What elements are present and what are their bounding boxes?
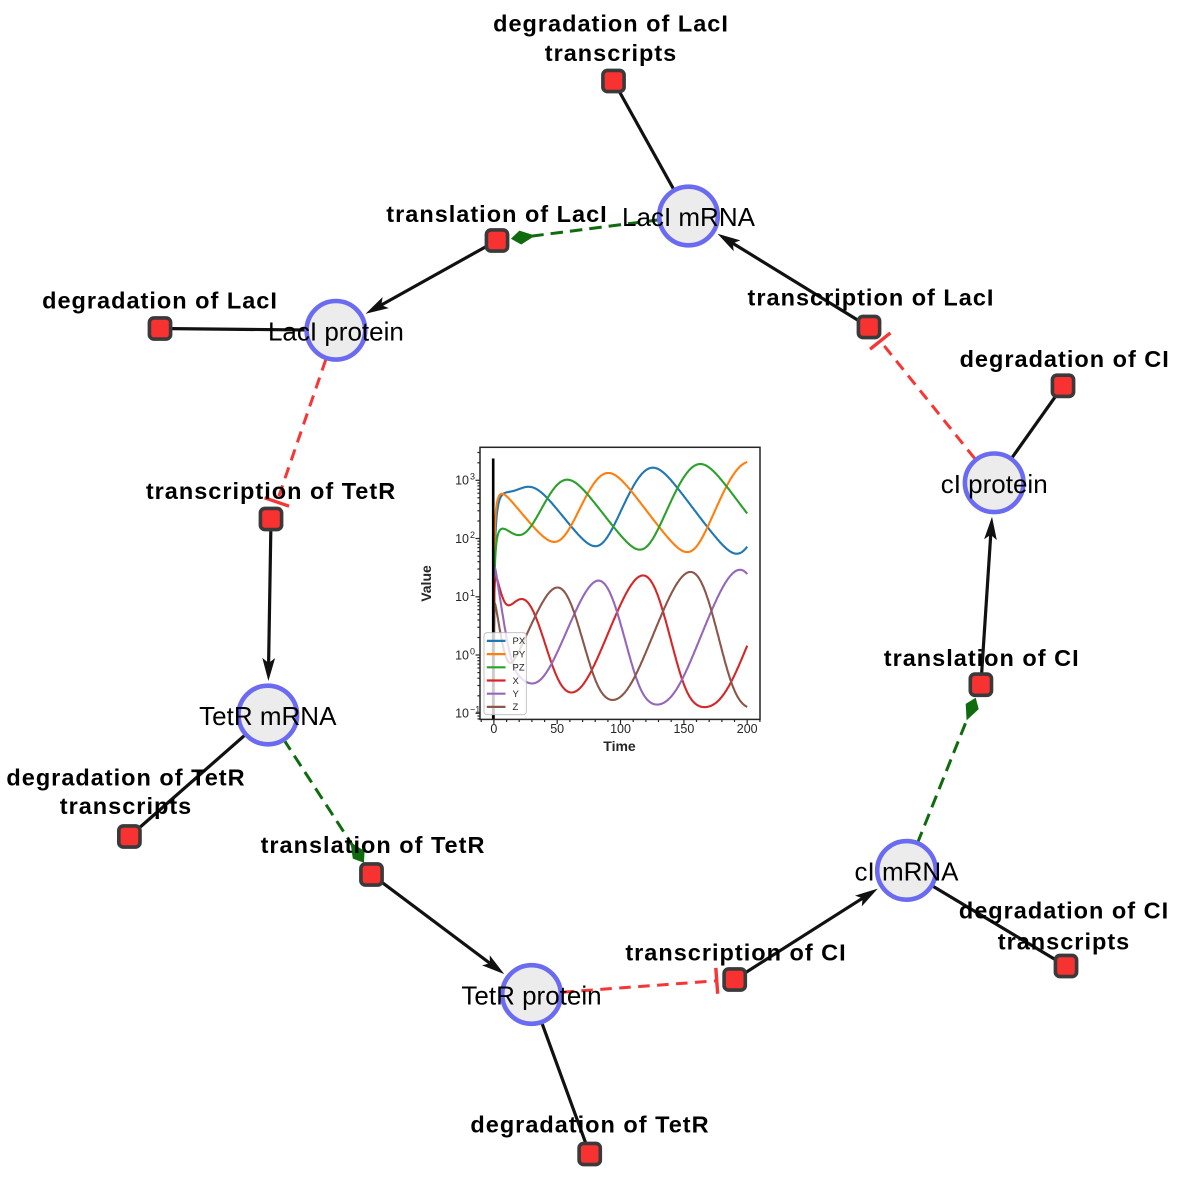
svg-text:TetR mRNA: TetR mRNA (199, 701, 337, 731)
svg-text:−1: −1 (470, 705, 480, 715)
svg-text:cI protein: cI protein (941, 469, 1048, 499)
svg-text:degradation of LacI: degradation of LacI (42, 288, 278, 314)
svg-text:degradation of CI: degradation of CI (959, 898, 1169, 924)
svg-text:LacI protein: LacI protein (268, 316, 404, 346)
svg-text:0: 0 (470, 646, 475, 656)
svg-text:degradation of TetR: degradation of TetR (470, 1111, 709, 1137)
svg-text:transcripts: transcripts (545, 40, 677, 66)
svg-text:Y: Y (513, 689, 520, 700)
svg-text:LacI mRNA: LacI mRNA (622, 202, 756, 232)
svg-text:150: 150 (673, 722, 694, 736)
svg-text:PZ: PZ (513, 663, 525, 674)
svg-text:0: 0 (490, 722, 497, 736)
svg-text:translation of TetR: translation of TetR (261, 832, 486, 858)
svg-text:transcription of LacI: transcription of LacI (748, 284, 995, 310)
svg-text:transcription of TetR: transcription of TetR (146, 478, 396, 504)
svg-text:Value: Value (418, 565, 434, 602)
svg-text:2: 2 (470, 530, 475, 540)
svg-text:degradation of TetR: degradation of TetR (6, 764, 245, 790)
svg-text:10: 10 (455, 707, 469, 721)
svg-text:PY: PY (513, 649, 526, 660)
svg-text:Time: Time (603, 738, 636, 754)
svg-text:transcripts: transcripts (998, 929, 1130, 955)
svg-text:10: 10 (455, 474, 469, 488)
svg-text:translation of CI: translation of CI (884, 645, 1080, 671)
svg-text:degradation of CI: degradation of CI (960, 346, 1170, 372)
svg-text:10: 10 (455, 648, 469, 662)
svg-text:Z: Z (513, 702, 519, 713)
svg-text:transcription of CI: transcription of CI (625, 939, 846, 965)
svg-text:X: X (513, 676, 520, 687)
svg-text:cI mRNA: cI mRNA (855, 856, 960, 886)
svg-text:translation of LacI: translation of LacI (386, 201, 607, 227)
svg-text:degradation of LacI: degradation of LacI (493, 11, 729, 37)
svg-text:TetR protein: TetR protein (461, 981, 601, 1011)
svg-text:3: 3 (470, 472, 475, 482)
svg-text:10: 10 (455, 590, 469, 604)
svg-text:transcripts: transcripts (60, 793, 192, 819)
svg-text:PX: PX (513, 636, 526, 647)
svg-text:50: 50 (550, 722, 564, 736)
svg-text:1: 1 (470, 588, 475, 598)
svg-text:200: 200 (737, 722, 758, 736)
svg-text:10: 10 (455, 532, 469, 546)
svg-text:100: 100 (610, 722, 631, 736)
